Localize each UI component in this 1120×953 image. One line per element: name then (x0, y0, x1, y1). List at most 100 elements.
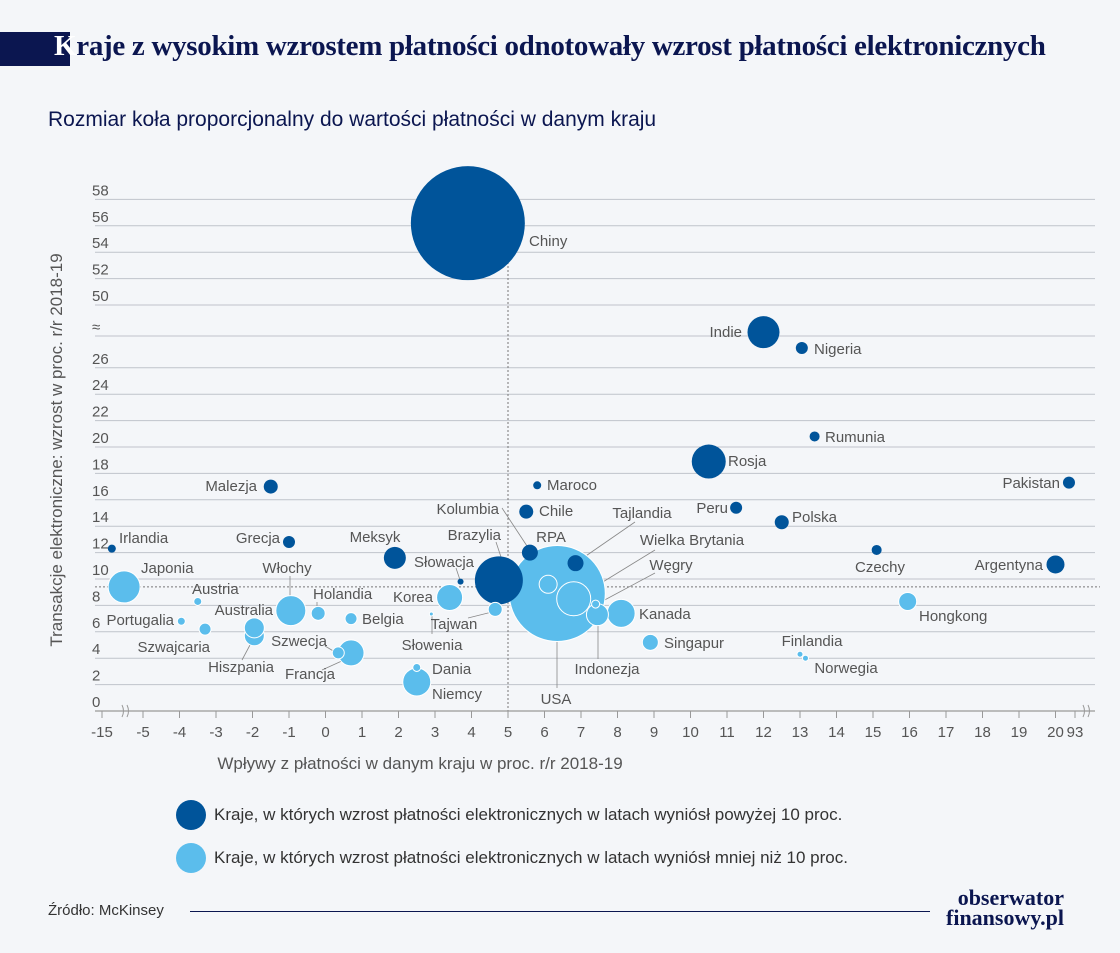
y-tick-label: 8 (92, 588, 100, 605)
point-label: Kanada (639, 606, 691, 623)
y-tick-label: 10 (92, 562, 109, 579)
x-tick-label: -5 (136, 724, 149, 741)
x-tick-label: 14 (828, 724, 845, 741)
point-label: Hiszpania (208, 659, 275, 676)
x-tick-label: 9 (650, 724, 658, 741)
bubble-grecja (283, 536, 295, 549)
y-tick-label: 50 (92, 288, 109, 305)
legend-swatch-high (176, 800, 206, 830)
leader-line (321, 659, 345, 671)
point-label: Czechy (855, 559, 906, 576)
x-tick-label: 0 (321, 724, 329, 741)
x-tick-label: 2 (394, 724, 402, 741)
point-label: RPA (536, 529, 566, 546)
y-tick-label: 26 (92, 351, 109, 368)
bubble-malezja (263, 479, 278, 494)
bubble-argentyna (1046, 555, 1065, 574)
bubble-meksyk (383, 546, 406, 569)
y-tick-label: 52 (92, 262, 109, 279)
bubbles (107, 166, 1075, 697)
bubble-nigeria (795, 342, 808, 354)
point-label: Kolumbia (436, 501, 499, 518)
bubble-belgia (344, 612, 358, 626)
legend-swatch-low (176, 843, 206, 873)
leader-line (455, 567, 461, 581)
point-label: USA (541, 691, 572, 708)
point-label: Maroco (547, 477, 597, 494)
x-axis-title: Wpływy z płatności w danym kraju w proc.… (217, 754, 622, 773)
bubble-kanada (606, 598, 636, 628)
x-tick-label: -1 (282, 724, 295, 741)
point-label: Szwajcaria (137, 639, 210, 656)
point-label: Japonia (141, 560, 194, 577)
title-initial: K (54, 30, 77, 62)
chart-title: Kraje z wysokim wzrostem płatności odnot… (54, 30, 1046, 63)
y-tick-label: 14 (92, 509, 109, 526)
bubble-pakistan (1062, 476, 1075, 489)
point-label: Polska (792, 509, 838, 526)
point-label: Chile (539, 503, 573, 520)
title-text: raje z wysokim wzrostem płatności odnoto… (76, 30, 1046, 62)
bubble-hongkong (898, 591, 918, 611)
x-tick-label: 8 (613, 724, 621, 741)
x-tick-label: 7 (577, 724, 585, 741)
bubble-korea (436, 583, 464, 611)
bubble-australia (243, 617, 265, 639)
point-label: Peru (696, 500, 728, 517)
x-tick-label: 12 (755, 724, 772, 741)
bubble-słowenia (428, 611, 434, 617)
bubble-brazylia (474, 556, 523, 605)
bubble-czechy (871, 544, 882, 555)
point-label: Włochy (262, 560, 312, 577)
x-tick-label: 11 (719, 724, 735, 741)
bubble-węgry (591, 599, 601, 609)
x-tick-label: -15 (91, 724, 113, 741)
point-label: Hongkong (919, 608, 987, 625)
point-label: Tajwan (431, 616, 478, 633)
point-label: Norwegia (814, 660, 878, 677)
x-tick-label: 1 (358, 724, 366, 741)
point-label: Wielka Brytania (640, 532, 745, 549)
bubble-chiny (410, 166, 525, 281)
chart-subtitle: Rozmiar koła proporcjonalny do wartości … (48, 108, 657, 131)
source-note: Źródło: McKinsey (48, 902, 164, 919)
reference-lines (95, 230, 1100, 711)
legend-label: Kraje, w których wzrost płatności elektr… (214, 805, 843, 824)
bubble-dania (412, 662, 422, 672)
y-tick-label: 58 (92, 182, 109, 199)
bubble-finlandia (796, 650, 804, 658)
y-tick-label: 0 (92, 694, 100, 711)
bubble-maroco (533, 481, 542, 490)
y-tick-label: 2 (92, 668, 100, 685)
x-tick-label: -4 (173, 724, 186, 741)
logo: obserwator finansowy.pl (946, 885, 1064, 929)
point-label: Słowacja (414, 554, 475, 571)
point-label: Holandia (313, 586, 373, 603)
x-tick-label: 17 (938, 724, 955, 741)
point-label: Brazylia (448, 527, 502, 544)
y-tick-label: 56 (92, 209, 109, 226)
y-tick-label: 20 (92, 430, 109, 447)
bubble-szwecja (331, 646, 345, 660)
point-label: Meksyk (350, 529, 401, 546)
point-label: Chiny (529, 233, 568, 250)
point-label: Indonezja (574, 661, 640, 678)
point-label: Belgia (362, 611, 404, 628)
bubble-włochy (275, 595, 307, 627)
axis-break-icon (1082, 704, 1090, 718)
bubble-polska (774, 515, 789, 530)
logo-line1: obserwator (957, 885, 1064, 910)
bubble-tajlandia (567, 555, 584, 572)
y-tick-label: 54 (92, 235, 109, 252)
y-tick-label: 24 (92, 377, 109, 394)
bubble-norwegia (801, 654, 809, 662)
y-tick-label: 6 (92, 615, 100, 632)
y-tick-label: 12 (92, 536, 109, 553)
point-label: Grecja (236, 530, 281, 547)
point-label: Szwecja (271, 633, 328, 650)
point-label: Austria (192, 581, 239, 598)
x-tick-label: 18 (974, 724, 991, 741)
bubble-rpa (538, 574, 558, 594)
point-label: Finlandia (782, 633, 844, 650)
